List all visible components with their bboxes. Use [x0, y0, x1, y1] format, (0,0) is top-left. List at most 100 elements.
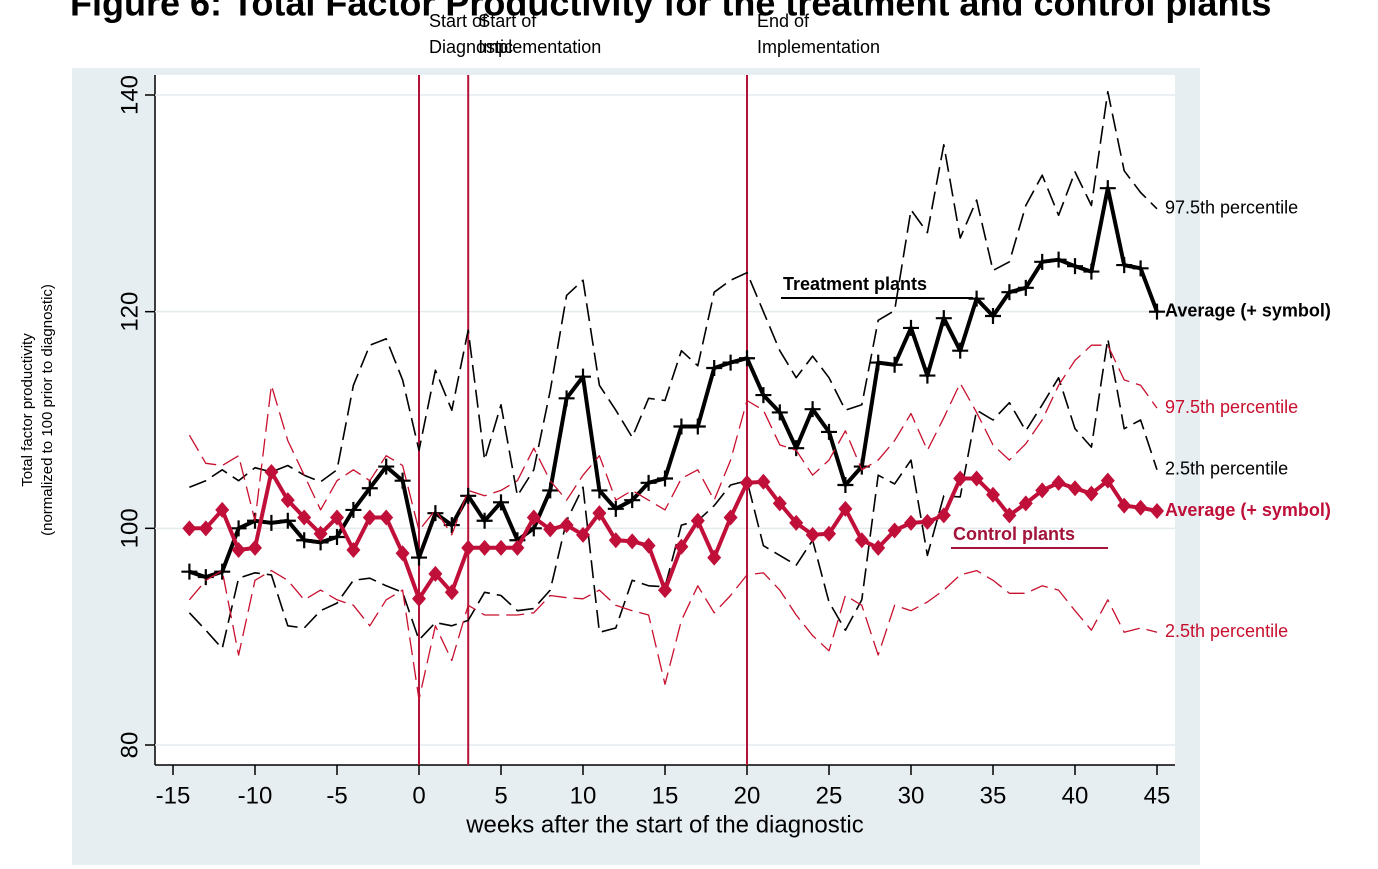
series-line	[188, 338, 1158, 650]
marker	[444, 584, 459, 601]
marker	[952, 342, 969, 359]
series-label: Average (+ symbol)	[1165, 300, 1331, 320]
marker	[461, 539, 476, 556]
marker	[1083, 263, 1100, 280]
marker	[543, 521, 558, 538]
marker	[1116, 257, 1133, 274]
plot-background	[155, 75, 1175, 765]
marker	[723, 509, 738, 526]
marker	[1017, 279, 1034, 296]
marker	[296, 532, 313, 549]
series-line	[189, 90, 1158, 497]
series-label: Average (+ symbol)	[1165, 500, 1331, 520]
marker	[935, 310, 952, 327]
event-label: Implementation	[757, 37, 880, 57]
marker	[871, 539, 886, 556]
marker	[903, 319, 919, 336]
event-label: Implementation	[478, 37, 601, 57]
x-tick-label: 15	[652, 782, 679, 809]
marker	[427, 505, 444, 522]
marker	[936, 507, 951, 524]
marker	[870, 354, 887, 371]
marker	[394, 472, 411, 489]
marker	[755, 387, 772, 404]
marker	[689, 418, 706, 435]
marker	[329, 529, 345, 545]
labels: Start of Diagnostic Start of Implementation…	[429, 11, 1331, 641]
group-label: Treatment plants	[783, 274, 927, 294]
marker	[1018, 495, 1033, 512]
group-label: Control plants	[953, 524, 1075, 544]
marker	[443, 517, 460, 534]
marker	[181, 563, 198, 580]
marker	[608, 532, 623, 549]
marker	[805, 526, 820, 543]
y-tick-label: 120	[116, 292, 143, 332]
series-line	[188, 569, 1158, 701]
marker	[493, 494, 509, 511]
marker	[263, 514, 280, 531]
marker	[1133, 499, 1148, 516]
marker	[1149, 303, 1165, 320]
marker	[558, 390, 575, 407]
marker	[707, 549, 722, 566]
marker	[231, 542, 246, 558]
marker	[771, 404, 788, 421]
marker	[378, 458, 395, 475]
marker	[412, 590, 426, 607]
event-label: End of	[757, 11, 810, 31]
marker	[920, 513, 935, 530]
marker	[1051, 474, 1066, 491]
x-tick-label: 25	[816, 782, 843, 809]
marker	[969, 470, 984, 487]
marker	[379, 509, 394, 526]
marker	[624, 492, 641, 509]
marker	[362, 509, 377, 526]
marker	[821, 423, 837, 440]
marker	[215, 501, 230, 518]
marker	[756, 473, 771, 490]
marker	[804, 401, 821, 418]
marker	[575, 368, 591, 385]
marker	[904, 514, 918, 531]
event-label: Start of	[478, 11, 537, 31]
marker	[297, 509, 312, 526]
y-tick-label: 140	[116, 75, 143, 115]
marker	[788, 440, 805, 457]
x-tick-label: -5	[326, 782, 347, 809]
marker	[607, 500, 624, 517]
marker	[772, 495, 787, 512]
marker	[248, 539, 262, 556]
chart-title: Figure 6: Total Factor Productivity for …	[70, 0, 1271, 24]
marker	[280, 492, 295, 509]
marker	[476, 512, 493, 529]
marker	[1117, 497, 1132, 514]
y-axis-label: (normalized to 100 prior to diagnostic)	[39, 284, 56, 536]
x-tick-label: 10	[570, 782, 597, 809]
y-tick-label: 80	[116, 732, 143, 759]
marker	[1084, 485, 1099, 502]
y-axis-label: Total factor productivity	[19, 333, 36, 487]
marker	[657, 470, 673, 487]
marker	[526, 509, 541, 526]
x-tick-label: 5	[494, 782, 507, 809]
marker	[1050, 251, 1067, 268]
marker	[953, 470, 968, 487]
x-axis-label: weeks after the start of the diagnostic	[465, 811, 864, 838]
marks	[181, 75, 1165, 765]
y-tick-label: 100	[116, 508, 143, 548]
marker	[494, 539, 508, 556]
x-tick-label: 0	[412, 782, 425, 809]
marker	[674, 538, 689, 555]
marker	[428, 565, 443, 582]
marker	[460, 487, 477, 504]
marker	[591, 482, 608, 499]
marker	[182, 520, 197, 537]
marker	[313, 525, 328, 542]
marker	[411, 549, 427, 566]
marker	[690, 512, 705, 529]
marker	[1150, 503, 1164, 519]
series-label: 97.5th percentile	[1165, 198, 1298, 218]
marker	[1068, 480, 1082, 497]
